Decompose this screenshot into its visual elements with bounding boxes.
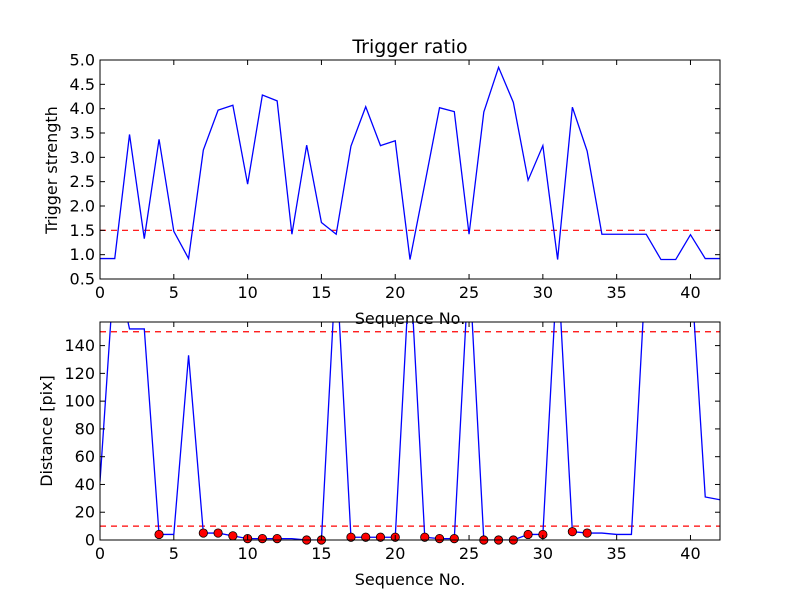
y-axis-label: Distance [pix]	[37, 375, 56, 487]
data-point-marker	[361, 532, 371, 542]
axes-frame	[99, 59, 721, 280]
y-tick-label: 5.0	[70, 51, 95, 70]
chart-title: Trigger ratio	[351, 36, 467, 58]
y-axis-label: Trigger strength	[42, 106, 61, 235]
x-tick-label: 10	[237, 283, 257, 302]
chart-distance: 0 5 10 15 20 25 30 35 40 0 20 40 60 80 100 120 140 Sequ…	[37, 321, 721, 589]
x-tick-label: 40	[680, 283, 700, 302]
x-tick-label: 15	[311, 283, 331, 302]
y-axis-ticks: 0.5 1.0 1.5 2.0 2.5 3.0 3.5 4.0 4.5 5.0	[70, 51, 720, 289]
y-tick-label: 80	[75, 419, 95, 438]
data-point-marker	[198, 528, 208, 538]
x-tick-label: 15	[311, 544, 331, 563]
x-tick-label: 0	[95, 283, 105, 302]
y-tick-label: 1.0	[70, 245, 95, 264]
data-point-marker	[257, 534, 267, 544]
y-tick-label: 140	[64, 336, 95, 355]
x-tick-label: 35	[606, 283, 626, 302]
y-tick-label: 3.0	[70, 148, 95, 167]
x-tick-label: 5	[169, 544, 179, 563]
data-point-marker	[154, 529, 164, 540]
data-point-marker	[582, 528, 592, 538]
data-point-marker	[272, 534, 282, 544]
data-point-marker	[375, 532, 386, 542]
y-tick-label: 1.5	[70, 221, 95, 240]
y-tick-label: 100	[64, 392, 95, 411]
data-point-marker	[346, 532, 356, 542]
series-line	[100, 65, 720, 261]
y-tick-label: 20	[75, 503, 95, 522]
data-point-marker	[523, 529, 533, 540]
y-tick-label: 120	[64, 364, 95, 383]
y-axis-ticks: 0 20 40 60 80 100 120 140	[64, 336, 720, 550]
plot-area	[100, 65, 720, 261]
data-point-marker	[449, 534, 459, 544]
y-tick-label: 60	[75, 447, 95, 466]
y-tick-label: 3.5	[70, 124, 95, 143]
y-tick-label: 0.5	[70, 270, 95, 289]
x-tick-label: 30	[533, 283, 553, 302]
data-point-marker	[213, 528, 223, 538]
marker-layer	[154, 527, 592, 545]
x-tick-label: 25	[459, 544, 479, 563]
x-tick-label: 0	[95, 544, 105, 563]
x-tick-label: 25	[459, 283, 479, 302]
x-tick-label: 40	[680, 544, 700, 563]
axes-frame	[99, 321, 721, 541]
x-tick-label: 20	[385, 283, 405, 302]
y-tick-label: 0	[85, 531, 95, 550]
data-point-marker	[434, 534, 445, 544]
y-tick-label: 4.0	[70, 99, 95, 118]
x-axis-label: Sequence No.	[355, 309, 466, 328]
x-tick-label: 30	[533, 544, 553, 563]
y-tick-label: 4.5	[70, 75, 95, 94]
data-point-marker	[228, 531, 238, 541]
x-axis-ticks: 0 5 10 15 20 25 30 35 40	[95, 322, 701, 563]
y-tick-label: 2.0	[70, 197, 95, 216]
x-axis-label: Sequence No.	[355, 570, 466, 589]
chart-trigger-ratio: Trigger ratio 0 5 10 15 20 25 30 35 40 0.5 1.0 1.5…	[42, 36, 721, 328]
data-point-marker	[567, 527, 577, 537]
data-point-marker	[420, 532, 430, 542]
x-tick-label: 10	[237, 544, 257, 563]
x-tick-label: 35	[606, 544, 626, 563]
x-tick-label: 20	[385, 544, 405, 563]
y-tick-label: 2.5	[70, 172, 95, 191]
x-axis-ticks: 0 5 10 15 20 25 30 35 40	[95, 60, 701, 302]
y-tick-label: 40	[75, 475, 95, 494]
x-tick-label: 5	[169, 283, 179, 302]
